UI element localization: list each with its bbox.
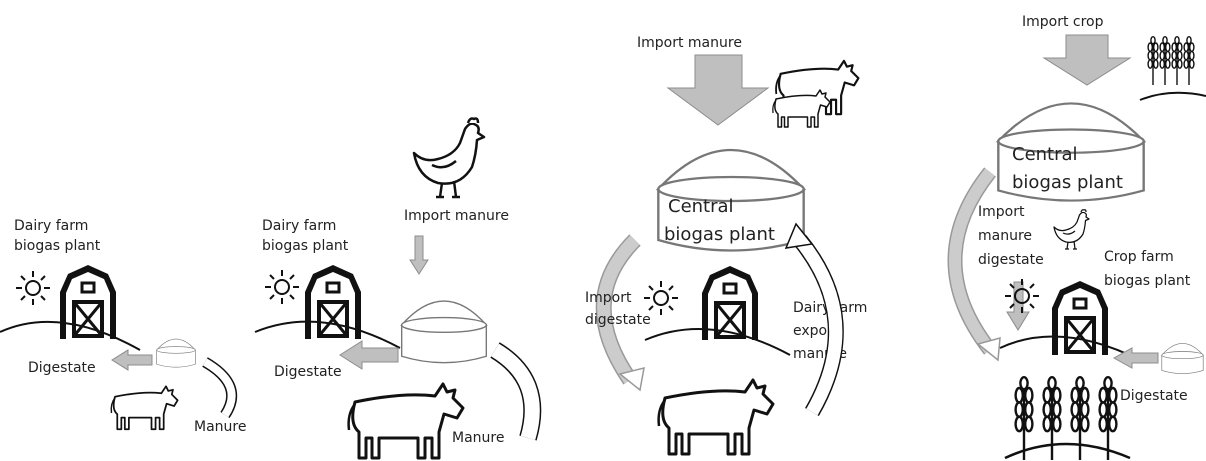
digester-icon — [156, 338, 196, 368]
label: Central — [1012, 144, 1078, 165]
label: biogas plant — [1012, 172, 1123, 193]
arrow — [1042, 34, 1132, 86]
wheat-icon — [1171, 36, 1183, 86]
label: biogas plant — [262, 238, 349, 254]
sun-icon — [264, 269, 300, 305]
hill — [254, 320, 401, 349]
wheat-icon — [1042, 376, 1062, 461]
arrow-head — [784, 222, 814, 249]
sun-icon — [15, 270, 51, 306]
label: Manure — [194, 419, 246, 435]
arrow-head — [976, 336, 1001, 362]
label: Import manure — [404, 208, 509, 224]
arrow — [409, 235, 429, 275]
chicken-icon — [1053, 209, 1090, 250]
curved-arrow — [490, 343, 540, 441]
label: Digestate — [274, 364, 342, 380]
panel-1: Dairy farm biogas plant Digestate Manure — [0, 218, 246, 435]
label: biogas plant — [14, 238, 101, 254]
cow-icon — [110, 385, 179, 431]
label: digestate — [585, 312, 651, 328]
label: Digestate — [1120, 388, 1188, 404]
label: Manure — [452, 430, 504, 446]
cow-icon — [657, 378, 775, 456]
wheat-icon — [1147, 36, 1159, 86]
label: Import crop — [1022, 14, 1104, 30]
hill — [644, 327, 791, 356]
hill — [1139, 91, 1206, 101]
digester-icon — [1161, 343, 1204, 374]
chicken-icon — [412, 117, 486, 199]
panel-3: Import manure Central biogas plant Impor… — [585, 35, 867, 456]
curved-arrow — [597, 235, 640, 384]
label: biogas plant — [664, 224, 775, 245]
arrow — [1006, 281, 1030, 331]
curved-arrow — [949, 168, 995, 354]
hill — [0, 320, 141, 351]
arrow — [111, 349, 153, 371]
wheat-icon — [1159, 36, 1171, 86]
wheat-icon — [1183, 36, 1195, 86]
label: manure — [978, 228, 1032, 244]
arrow — [339, 340, 399, 370]
digester-icon — [400, 300, 488, 364]
arrow — [666, 54, 770, 126]
label: digestate — [978, 252, 1044, 268]
cow-icon — [347, 382, 465, 460]
label: Crop farm — [1104, 249, 1174, 265]
sun-icon — [643, 280, 679, 316]
label: export — [793, 323, 839, 339]
hill — [1004, 442, 1131, 460]
label: Central — [668, 196, 734, 217]
label: Dairy farm — [14, 218, 88, 234]
label: biogas plant — [1104, 273, 1191, 289]
panel-2: Dairy farm biogas plant Import manure Di… — [254, 117, 542, 460]
curved-arrow — [202, 358, 236, 418]
hill — [999, 335, 1141, 361]
wheat-icon — [1070, 376, 1090, 461]
label: Import — [978, 204, 1025, 220]
label: Import — [585, 290, 632, 306]
label: Import manure — [637, 35, 742, 51]
panel-4: Import crop Central biogas plant Import … — [947, 14, 1206, 461]
cow-icon — [772, 89, 831, 128]
label: Dairy farm — [262, 218, 336, 234]
label: Digestate — [28, 360, 96, 376]
curved-arrow — [794, 235, 843, 416]
arrow-head — [618, 366, 645, 392]
arrow — [1112, 347, 1159, 369]
